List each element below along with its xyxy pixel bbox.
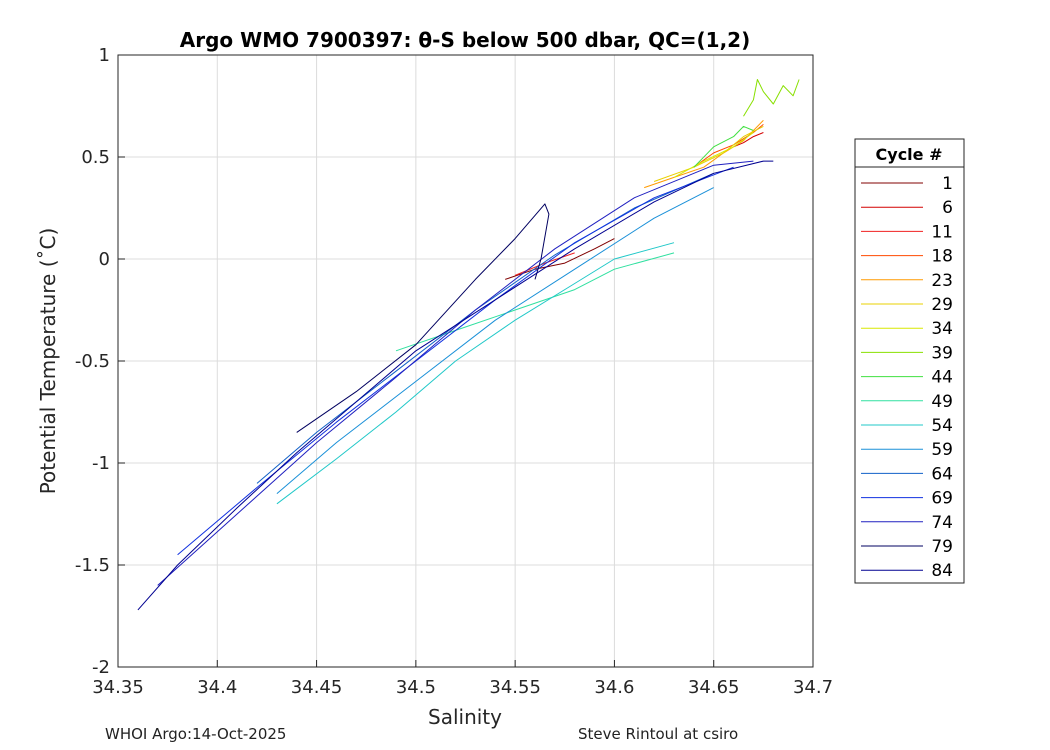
legend: Cycle # 1 6 11 18 23 29 34 39 44 49 54 59 64 69 74 79 84 — [854, 138, 965, 584]
series-line-cycle-79 — [296, 203, 550, 433]
x-tick-label: 34.55 — [489, 677, 541, 698]
legend-label: 11 — [931, 222, 953, 242]
series-line-cycle-49 — [395, 252, 675, 352]
y-tick-label: 1 — [99, 45, 110, 66]
series-line-cycle-59 — [276, 187, 714, 494]
legend-title: Cycle # — [876, 145, 943, 164]
data-series — [137, 79, 800, 611]
x-tick-label: 34.6 — [594, 677, 634, 698]
y-axis-label: Potential Temperature (˚C) — [36, 228, 60, 495]
legend-label: 23 — [931, 271, 953, 291]
series-line-cycle-54 — [276, 242, 675, 505]
legend-label: 34 — [931, 319, 953, 339]
y-tick-label: -0.5 — [75, 351, 110, 372]
series-line-cycle-39 — [743, 79, 800, 117]
y-tick-label: -1.5 — [75, 555, 110, 576]
legend-label: 39 — [931, 343, 953, 363]
x-axis-label: Salinity — [428, 705, 502, 729]
x-tick-label: 34.35 — [92, 677, 144, 698]
legend-label: 74 — [931, 513, 953, 533]
legend-label: 84 — [931, 561, 953, 581]
series-line-cycle-84 — [137, 160, 774, 611]
series-line-cycle-6 — [733, 132, 764, 148]
axis-ticks: 34.35 34.4 34.45 34.5 34.55 34.6 34.65 34.7 -2 -1… — [75, 45, 833, 698]
legend-label: 1 — [942, 174, 953, 194]
y-tick-label: 0 — [99, 249, 110, 270]
series-line-cycle-1 — [505, 238, 615, 280]
series-line-cycle-74 — [157, 160, 754, 586]
series-line-cycle-29 — [653, 125, 764, 182]
legend-label: 18 — [931, 247, 953, 267]
y-tick-label: 0.5 — [81, 147, 110, 168]
series-line-cycle-44 — [693, 125, 754, 168]
legend-label: 29 — [931, 295, 953, 315]
footer-credit: Steve Rintoul at csiro — [578, 725, 739, 743]
x-tick-label: 34.4 — [197, 677, 237, 698]
legend-label: 6 — [942, 198, 953, 218]
legend-label: 79 — [931, 537, 953, 557]
legend-label: 64 — [931, 464, 953, 484]
footer-source: WHOI Argo:14-Oct-2025 — [105, 725, 287, 743]
y-tick-label: -1 — [92, 453, 110, 474]
x-tick-label: 34.7 — [793, 677, 833, 698]
x-tick-label: 34.5 — [396, 677, 436, 698]
legend-label: 49 — [931, 392, 953, 412]
legend-label: 59 — [931, 440, 953, 460]
y-tick-label: -2 — [92, 657, 110, 678]
series-line-cycle-34 — [673, 132, 754, 178]
x-tick-label: 34.45 — [291, 677, 343, 698]
legend-label: 69 — [931, 489, 953, 509]
legend-items: 1 6 11 18 23 29 34 39 44 49 54 59 64 69 74 79 84 — [861, 174, 953, 581]
x-tick-label: 34.65 — [688, 677, 740, 698]
legend-label: 44 — [931, 368, 953, 388]
chart-title: Argo WMO 7900397: θ-S below 500 dbar, QC… — [180, 28, 750, 52]
legend-box — [854, 138, 965, 584]
legend-label: 54 — [931, 416, 953, 436]
